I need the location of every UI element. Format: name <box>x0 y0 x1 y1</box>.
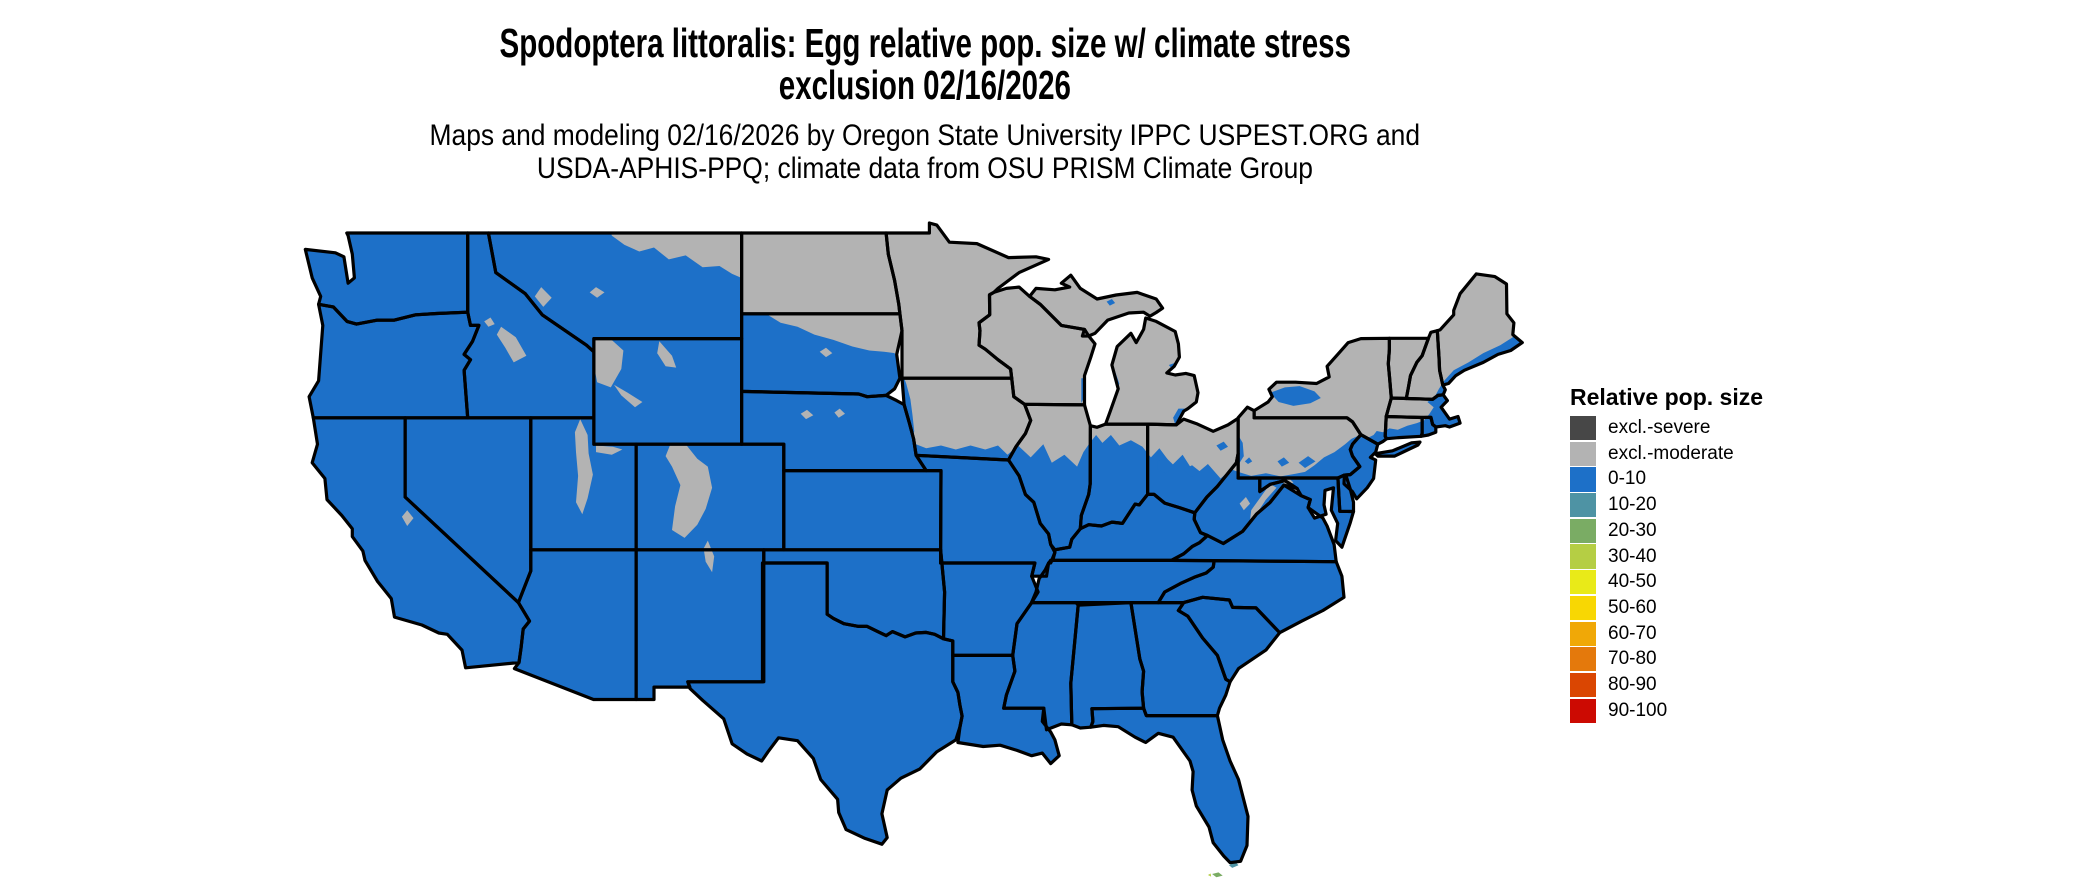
legend-item-label: 70-80 <box>1608 648 1657 670</box>
legend: Relative pop. size excl.-severe excl.-mod… <box>1570 383 1763 724</box>
excl-moderate-patch-15 <box>1250 483 1277 520</box>
legend-item-label: 10-20 <box>1608 494 1657 516</box>
pop-0-10-patch-12 <box>1106 299 1116 306</box>
excl-moderate-patch-7 <box>574 419 593 515</box>
pop-0-10-patch-6 <box>1183 465 1201 478</box>
excl-moderate-patch-3 <box>534 287 552 307</box>
legend-swatch <box>1570 570 1596 595</box>
pop-0-10-patch-9 <box>1298 456 1316 468</box>
excl-moderate-patch-11 <box>401 510 414 526</box>
legend-item-0-10: 0-10 <box>1570 467 1763 492</box>
figure-subtitle: Maps and modeling 02/16/2026 by Oregon S… <box>0 119 1850 185</box>
pop-0-10-patch-5 <box>1157 457 1176 474</box>
legend-item-80-90: 80-90 <box>1570 672 1763 698</box>
mountain-exclusion-patches <box>401 287 1294 573</box>
keys-20-30-speck-0 <box>1212 872 1223 878</box>
excl-moderate-patch-6 <box>484 317 495 327</box>
legend-item-label: 20-30 <box>1608 519 1657 541</box>
state-tx <box>686 561 964 846</box>
pop-0-10-patch-11 <box>1244 457 1253 464</box>
legend-item-excl-moderate: excl.-moderate <box>1570 441 1763 466</box>
figure-title: Spodoptera littoralis: Egg relative pop.… <box>0 22 1850 106</box>
state-fl <box>1089 706 1250 865</box>
legend-item-label: 0-10 <box>1608 468 1647 490</box>
excl-moderate-patch-4 <box>589 287 605 298</box>
state-md <box>1258 476 1356 549</box>
legend-swatch <box>1570 544 1596 569</box>
excl-moderate-patch-8 <box>596 445 623 455</box>
legend-item-label: 90-100 <box>1608 699 1668 721</box>
legend-item-70-80: 70-80 <box>1570 647 1763 672</box>
state-me <box>1435 272 1524 387</box>
subtitle-line-1: Maps and modeling 02/16/2026 by Oregon S… <box>429 119 1421 152</box>
state-borders <box>303 221 1524 865</box>
state-mi <box>1028 273 1200 427</box>
excl-moderate-patch-1 <box>614 384 643 408</box>
state-nc <box>1156 559 1346 635</box>
excl-moderate-patch-12 <box>800 409 814 420</box>
excl-moderate-patch-5 <box>496 326 527 363</box>
pop-0-10-patch-0 <box>1270 386 1321 406</box>
subtitle-line-2: USDA-APHIS-PPQ; climate data from OSU PR… <box>536 152 1314 185</box>
legend-item-label: 30-40 <box>1608 545 1657 567</box>
title-line-1: Spodoptera littoralis: Egg relative pop.… <box>499 20 1351 66</box>
legend-swatch <box>1570 698 1596 723</box>
legend-swatch <box>1570 518 1596 543</box>
excl-moderate-patch-13 <box>834 408 845 418</box>
legend-swatch <box>1570 467 1596 492</box>
legend-swatch <box>1570 416 1596 441</box>
legend-item-label: excl.-moderate <box>1608 442 1734 464</box>
legend-swatch <box>1570 441 1596 466</box>
legend-item-label: 50-60 <box>1608 596 1657 618</box>
legend-swatch <box>1570 621 1596 646</box>
legend-item-label: excl.-severe <box>1608 417 1711 439</box>
legend-swatch <box>1570 493 1596 518</box>
florida-keys-classes <box>1207 861 1239 878</box>
excl-moderate-patch-9 <box>665 445 713 538</box>
excl-moderate-patch-2 <box>657 341 677 368</box>
legend-item-40-50: 40-50 <box>1570 570 1763 595</box>
legend-item-20-30: 20-30 <box>1570 518 1763 543</box>
excl-moderate-patch-0 <box>593 337 624 388</box>
legend-swatch <box>1570 595 1596 620</box>
pop-0-10-patch-7 <box>1216 441 1228 451</box>
legend-title: Relative pop. size <box>1570 384 1764 410</box>
legend-item-label: 80-90 <box>1608 673 1657 695</box>
excl-moderate-patch-14 <box>819 347 833 358</box>
legend-item-excl-severe: excl.-severe <box>1570 416 1763 441</box>
legend-item-60-70: 60-70 <box>1570 621 1763 646</box>
legend-item-30-40: 30-40 <box>1570 544 1763 569</box>
legend-item-50-60: 50-60 <box>1570 595 1763 620</box>
legend-item-label: 40-50 <box>1608 571 1657 593</box>
pop-0-10-patch-10 <box>1277 457 1290 467</box>
legend-item-label: 60-70 <box>1608 622 1657 644</box>
excl-moderate-patch-16 <box>1239 497 1251 511</box>
legend-items: excl.-severe excl.-moderate 0-10 10-20 20-30… <box>1570 416 1763 723</box>
legend-item-90-100: 90-100 <box>1570 698 1763 723</box>
legend-swatch <box>1570 647 1596 672</box>
keys-30-40-speck-2 <box>1207 873 1212 877</box>
title-line-2: exclusion 02/16/2026 <box>778 62 1072 108</box>
legend-swatch <box>1570 672 1596 698</box>
legend-item-10-20: 10-20 <box>1570 493 1763 518</box>
state-wi <box>977 285 1097 407</box>
